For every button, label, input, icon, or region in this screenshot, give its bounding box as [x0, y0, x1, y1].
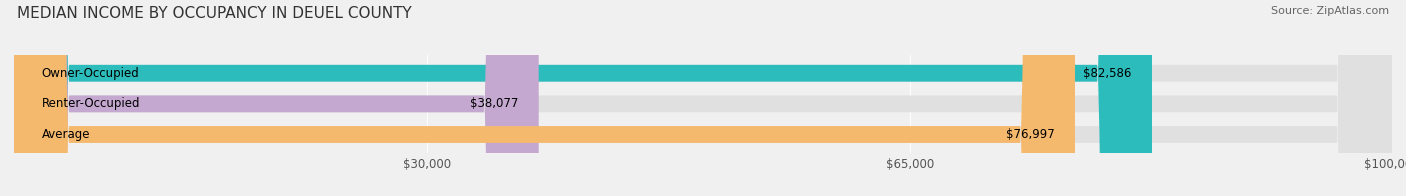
FancyBboxPatch shape [14, 0, 538, 196]
Text: Owner-Occupied: Owner-Occupied [42, 67, 139, 80]
FancyBboxPatch shape [14, 0, 1392, 196]
Text: Source: ZipAtlas.com: Source: ZipAtlas.com [1271, 6, 1389, 16]
FancyBboxPatch shape [14, 0, 1076, 196]
Text: $82,586: $82,586 [1083, 67, 1132, 80]
Text: MEDIAN INCOME BY OCCUPANCY IN DEUEL COUNTY: MEDIAN INCOME BY OCCUPANCY IN DEUEL COUN… [17, 6, 412, 21]
FancyBboxPatch shape [14, 0, 1152, 196]
Text: $38,077: $38,077 [470, 97, 517, 110]
FancyBboxPatch shape [14, 0, 1392, 196]
Text: Renter-Occupied: Renter-Occupied [42, 97, 141, 110]
Text: Average: Average [42, 128, 90, 141]
FancyBboxPatch shape [14, 0, 1392, 196]
Text: $76,997: $76,997 [1005, 128, 1054, 141]
